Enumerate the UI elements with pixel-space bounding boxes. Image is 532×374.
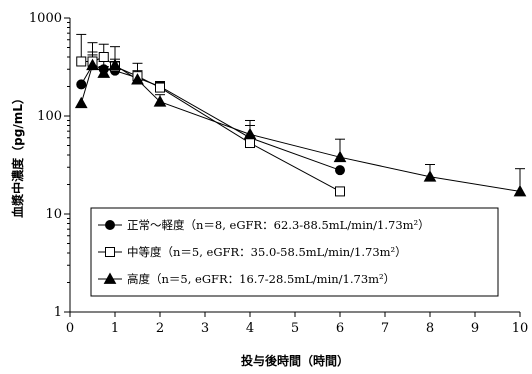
data-point-s3 <box>153 95 167 107</box>
series-line-3 <box>80 64 521 192</box>
series-markers <box>74 51 527 197</box>
x-tick-label: 9 <box>471 321 479 336</box>
x-tick-label: 10 <box>512 321 529 336</box>
data-point-s2 <box>335 186 345 197</box>
x-tick-label: 1 <box>111 321 119 336</box>
x-tick-label: 6 <box>336 321 344 336</box>
legend-marker-2 <box>105 247 115 257</box>
x-tick-label: 0 <box>66 321 74 336</box>
x-axis-label: 投与後時間（時間） <box>241 353 349 368</box>
series-line-1 <box>80 64 341 171</box>
error-bars <box>76 33 525 192</box>
legend: 正常～軽度（n＝8, eGFR：62.3-88.5mL/min/1.73m²） 中… <box>90 207 499 297</box>
legend-box <box>90 207 499 297</box>
data-point-s1 <box>335 165 345 176</box>
data-point-s3 <box>423 170 437 182</box>
legend-label-3: 高度（n＝5, eGFR：16.7-28.5mL/min/1.73m²） <box>127 272 395 286</box>
data-point-s3 <box>131 73 144 85</box>
data-point-s3 <box>86 58 99 71</box>
legend-marker-1 <box>105 220 115 230</box>
data-point-s3 <box>108 58 122 71</box>
data-point-s2 <box>245 138 255 149</box>
data-point-s2 <box>76 56 87 67</box>
x-tick-label: 5 <box>291 321 299 336</box>
series-lines <box>80 56 521 192</box>
series-line-2 <box>81 56 341 192</box>
data-point-s3 <box>243 127 257 140</box>
y-tick-label: 100 <box>37 109 62 124</box>
legend-marker-3 <box>103 272 117 284</box>
y-tick-label: 10 <box>45 207 62 222</box>
x-tick-label: 7 <box>381 321 389 336</box>
data-point-s2 <box>155 82 165 93</box>
data-point-s3 <box>333 150 347 163</box>
data-point-s1 <box>76 79 87 90</box>
x-tick-label: 3 <box>201 321 209 336</box>
legend-label-2: 中等度（n＝5, eGFR：35.0-58.5mL/min/1.73m²） <box>127 245 407 259</box>
x-tick-label: 8 <box>426 321 434 336</box>
y-tick-label: 1 <box>54 305 62 320</box>
data-point-s3 <box>513 184 527 197</box>
data-point-s2 <box>98 51 109 62</box>
y-axis-label: 血漿中濃度（pg/mL） <box>10 92 25 218</box>
legend-label-1: 正常～軽度（n＝8, eGFR：62.3-88.5mL/min/1.73m²） <box>127 218 430 232</box>
x-tick-label: 2 <box>156 321 164 336</box>
data-point-s3 <box>74 96 88 109</box>
y-tick-label: 1000 <box>29 11 62 26</box>
x-tick-label: 4 <box>246 321 254 336</box>
data-point-s3 <box>97 66 111 78</box>
